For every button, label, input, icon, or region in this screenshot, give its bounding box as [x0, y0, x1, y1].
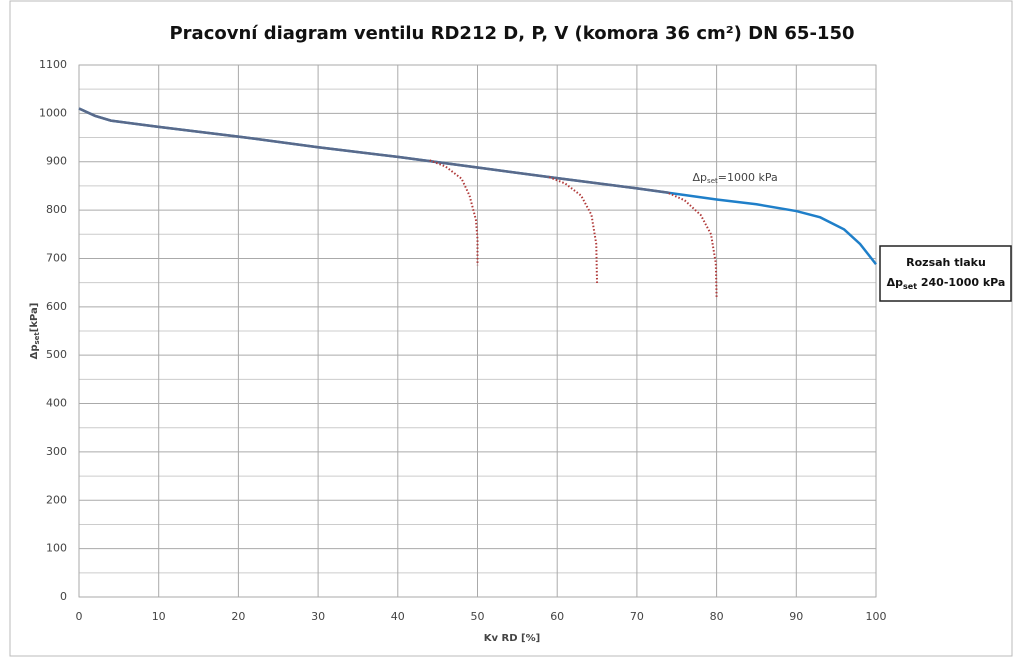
series-line: [78, 107, 669, 194]
y-tick-label: 900: [46, 155, 67, 168]
y-tick-label: 800: [46, 203, 67, 216]
y-tick-label: 200: [46, 493, 67, 506]
series-line: [548, 176, 599, 284]
x-tick-label: 10: [152, 610, 166, 623]
x-tick-label: 70: [630, 610, 644, 623]
y-tick-label: 1100: [39, 58, 67, 71]
x-tick-label: 40: [391, 610, 405, 623]
y-tick-label: 100: [46, 542, 67, 555]
y-tick-label: 600: [46, 300, 67, 313]
y-tick-label: 700: [46, 251, 67, 264]
box-line2: Δpset 240-1000 kPa: [887, 276, 1006, 291]
y-label-symbol: Δp: [29, 344, 40, 359]
y-axis-label: Δpset[kPa]: [29, 303, 41, 360]
series-line: [668, 192, 718, 298]
x-tick-label: 20: [231, 610, 245, 623]
x-tick-label: 90: [789, 610, 803, 623]
y-label-sub: set: [33, 332, 41, 345]
x-tick-label: 60: [550, 610, 564, 623]
y-tick-label: 0: [60, 590, 67, 603]
y-tick-label: 300: [46, 445, 67, 458]
x-tick-label: 30: [311, 610, 325, 623]
x-axis-label: Kv RD [%]: [484, 633, 540, 644]
y-tick-label: 400: [46, 397, 67, 410]
annotation-symbol: Δp: [693, 171, 708, 184]
x-tick-label: 100: [866, 610, 887, 623]
x-tick-label: 80: [710, 610, 724, 623]
annotation-sub: set: [707, 177, 718, 185]
annotation: Δpset=1000 kPa: [693, 171, 778, 185]
range-box: [879, 245, 1012, 302]
box-symbol: Δp: [887, 276, 904, 289]
y-tick-label: 500: [46, 348, 67, 361]
box-text: 240-1000 kPa: [917, 276, 1005, 289]
y-tick-label: 1000: [39, 106, 67, 119]
x-tick-label: 0: [76, 610, 83, 623]
chart-title: Pracovní diagram ventilu RD212 D, P, V (…: [169, 23, 854, 44]
box-line1: Rozsah tlaku: [906, 256, 986, 269]
y-label-unit: [kPa]: [29, 303, 40, 333]
box-sub: set: [903, 282, 917, 291]
annotation-text: =1000 kPa: [718, 171, 778, 184]
x-tick-label: 50: [471, 610, 485, 623]
